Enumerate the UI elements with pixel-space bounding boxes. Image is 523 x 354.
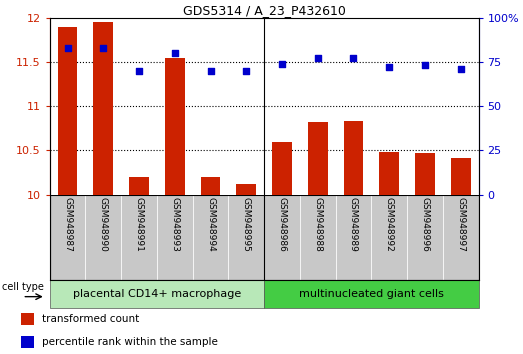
Text: GSM948996: GSM948996 xyxy=(420,197,429,252)
Point xyxy=(170,50,179,56)
Bar xyxy=(21,336,34,348)
Point xyxy=(99,45,108,51)
Bar xyxy=(344,121,363,195)
Bar xyxy=(50,280,264,308)
Text: GSM948994: GSM948994 xyxy=(206,197,215,252)
Point xyxy=(349,56,358,61)
Text: GSM948995: GSM948995 xyxy=(242,197,251,252)
Text: percentile rank within the sample: percentile rank within the sample xyxy=(42,337,218,347)
Bar xyxy=(415,153,435,195)
Text: cell type: cell type xyxy=(3,282,44,292)
Bar xyxy=(451,158,471,195)
Bar xyxy=(371,195,407,280)
Point xyxy=(278,61,286,67)
Point xyxy=(242,68,251,74)
Bar xyxy=(165,57,185,195)
Text: GSM948993: GSM948993 xyxy=(170,197,179,252)
Bar xyxy=(308,122,327,195)
Bar xyxy=(121,195,157,280)
Text: GSM948992: GSM948992 xyxy=(385,197,394,252)
Point xyxy=(63,45,72,51)
Text: GSM948991: GSM948991 xyxy=(134,197,143,252)
Bar xyxy=(236,184,256,195)
Bar xyxy=(58,27,77,195)
Bar xyxy=(300,195,336,280)
Bar xyxy=(85,195,121,280)
Bar xyxy=(94,22,113,195)
Text: multinucleated giant cells: multinucleated giant cells xyxy=(299,289,444,299)
Bar xyxy=(264,195,300,280)
Bar xyxy=(379,152,399,195)
Text: GSM948997: GSM948997 xyxy=(456,197,465,252)
Bar xyxy=(192,195,229,280)
Bar xyxy=(21,313,34,325)
Bar xyxy=(50,195,85,280)
Bar xyxy=(201,177,220,195)
Point xyxy=(457,66,465,72)
Text: GSM948990: GSM948990 xyxy=(99,197,108,252)
Point xyxy=(385,64,393,70)
Text: GSM948987: GSM948987 xyxy=(63,197,72,252)
Bar xyxy=(272,142,292,195)
Text: GSM948989: GSM948989 xyxy=(349,197,358,252)
Point xyxy=(135,68,143,74)
Point xyxy=(206,68,214,74)
Bar xyxy=(229,195,264,280)
Title: GDS5314 / A_23_P432610: GDS5314 / A_23_P432610 xyxy=(183,4,346,17)
Point xyxy=(420,63,429,68)
Point xyxy=(313,56,322,61)
Text: GSM948986: GSM948986 xyxy=(278,197,287,252)
Text: transformed count: transformed count xyxy=(42,314,139,324)
Bar xyxy=(264,280,479,308)
Bar xyxy=(443,195,479,280)
Bar xyxy=(336,195,371,280)
Text: placental CD14+ macrophage: placental CD14+ macrophage xyxy=(73,289,241,299)
Bar xyxy=(407,195,443,280)
Text: GSM948988: GSM948988 xyxy=(313,197,322,252)
Bar xyxy=(157,195,192,280)
Bar xyxy=(129,177,149,195)
